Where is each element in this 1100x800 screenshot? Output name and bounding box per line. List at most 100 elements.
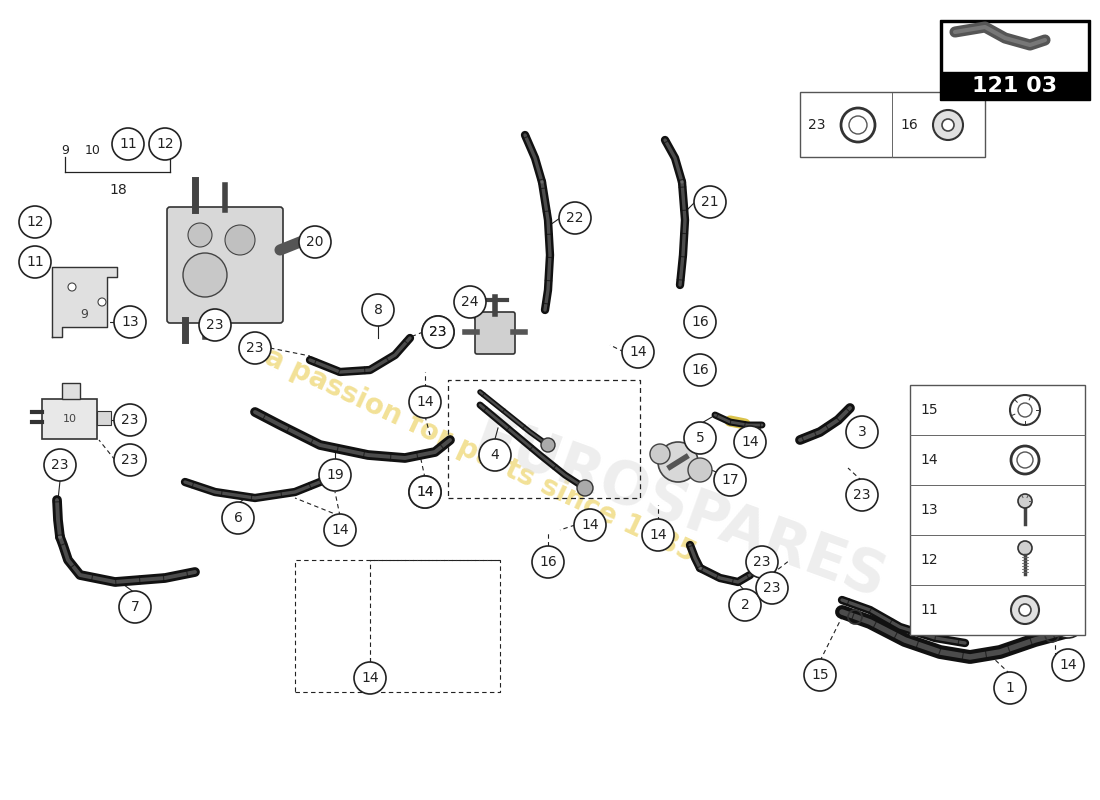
Text: 14: 14 xyxy=(416,395,433,409)
Text: 15: 15 xyxy=(920,403,937,417)
Circle shape xyxy=(541,438,556,452)
Circle shape xyxy=(183,253,227,297)
Text: 23: 23 xyxy=(121,413,139,427)
Circle shape xyxy=(846,416,878,448)
Text: 23: 23 xyxy=(429,325,447,339)
Text: 14: 14 xyxy=(1059,615,1077,629)
Circle shape xyxy=(684,422,716,454)
Text: EUROSPARES: EUROSPARES xyxy=(466,409,893,611)
Bar xyxy=(97,411,111,425)
Circle shape xyxy=(642,519,674,551)
Text: 23: 23 xyxy=(52,458,68,472)
Circle shape xyxy=(650,444,670,464)
Text: 23: 23 xyxy=(246,341,264,355)
Text: 21: 21 xyxy=(701,195,718,209)
Circle shape xyxy=(658,442,698,482)
Circle shape xyxy=(746,546,778,578)
Circle shape xyxy=(1018,541,1032,555)
Circle shape xyxy=(299,226,331,258)
Bar xyxy=(62,383,80,399)
Circle shape xyxy=(942,119,954,131)
Polygon shape xyxy=(52,267,117,337)
Circle shape xyxy=(933,110,962,140)
Circle shape xyxy=(114,444,146,476)
Text: 3: 3 xyxy=(858,425,867,439)
Circle shape xyxy=(98,298,106,306)
Circle shape xyxy=(846,479,878,511)
Circle shape xyxy=(422,316,454,348)
Circle shape xyxy=(68,283,76,291)
Circle shape xyxy=(729,589,761,621)
Circle shape xyxy=(574,509,606,541)
Circle shape xyxy=(714,464,746,496)
Text: 12: 12 xyxy=(156,137,174,151)
Circle shape xyxy=(1052,606,1084,638)
Text: 14: 14 xyxy=(416,485,433,499)
Text: 20: 20 xyxy=(306,235,323,249)
Circle shape xyxy=(199,309,231,341)
Circle shape xyxy=(409,476,441,508)
Bar xyxy=(800,92,984,157)
Circle shape xyxy=(559,202,591,234)
Text: 13: 13 xyxy=(920,503,937,517)
Text: 17: 17 xyxy=(722,473,739,487)
Text: 2: 2 xyxy=(740,598,749,612)
Text: 9: 9 xyxy=(80,307,88,321)
Circle shape xyxy=(222,502,254,534)
Text: 14: 14 xyxy=(331,523,349,537)
Circle shape xyxy=(112,128,144,160)
Circle shape xyxy=(804,659,836,691)
Text: 11: 11 xyxy=(119,137,136,151)
Circle shape xyxy=(409,476,441,508)
Circle shape xyxy=(148,128,182,160)
Text: 1: 1 xyxy=(1005,681,1014,695)
Text: 13: 13 xyxy=(121,315,139,329)
Circle shape xyxy=(478,439,512,471)
Text: 12: 12 xyxy=(920,553,937,567)
Circle shape xyxy=(362,294,394,326)
Circle shape xyxy=(114,306,146,338)
Text: 15: 15 xyxy=(811,668,828,682)
Bar xyxy=(910,385,1085,635)
Circle shape xyxy=(239,332,271,364)
Text: a passion for parts since 1985: a passion for parts since 1985 xyxy=(260,342,700,567)
Text: 9: 9 xyxy=(62,143,69,157)
Text: 16: 16 xyxy=(539,555,557,569)
Circle shape xyxy=(684,354,716,386)
Text: 11: 11 xyxy=(920,603,937,617)
Circle shape xyxy=(226,225,255,255)
Text: 14: 14 xyxy=(920,453,937,467)
Circle shape xyxy=(1011,596,1040,624)
Circle shape xyxy=(19,206,51,238)
Circle shape xyxy=(1052,649,1084,681)
Circle shape xyxy=(119,591,151,623)
Text: 4: 4 xyxy=(491,448,499,462)
Circle shape xyxy=(688,458,712,482)
Text: 22: 22 xyxy=(566,211,584,225)
Text: 14: 14 xyxy=(741,435,759,449)
Circle shape xyxy=(319,459,351,491)
Circle shape xyxy=(994,672,1026,704)
Text: 12: 12 xyxy=(26,215,44,229)
Bar xyxy=(42,399,97,439)
Text: 23: 23 xyxy=(808,118,825,132)
Circle shape xyxy=(1018,494,1032,508)
Text: 121 03: 121 03 xyxy=(972,76,1057,96)
Text: 23: 23 xyxy=(763,581,781,595)
Text: 8: 8 xyxy=(374,303,383,317)
Text: 18: 18 xyxy=(109,183,126,197)
Circle shape xyxy=(422,316,454,348)
Text: 10: 10 xyxy=(63,414,77,424)
Text: 23: 23 xyxy=(121,453,139,467)
Text: 23: 23 xyxy=(754,555,771,569)
Text: 19: 19 xyxy=(326,468,344,482)
Circle shape xyxy=(684,306,716,338)
Circle shape xyxy=(734,426,766,458)
Circle shape xyxy=(19,246,51,278)
FancyBboxPatch shape xyxy=(167,207,283,323)
Circle shape xyxy=(532,546,564,578)
Text: 6: 6 xyxy=(233,511,242,525)
Circle shape xyxy=(578,480,593,496)
Circle shape xyxy=(1019,604,1031,616)
Text: 5: 5 xyxy=(695,431,704,445)
